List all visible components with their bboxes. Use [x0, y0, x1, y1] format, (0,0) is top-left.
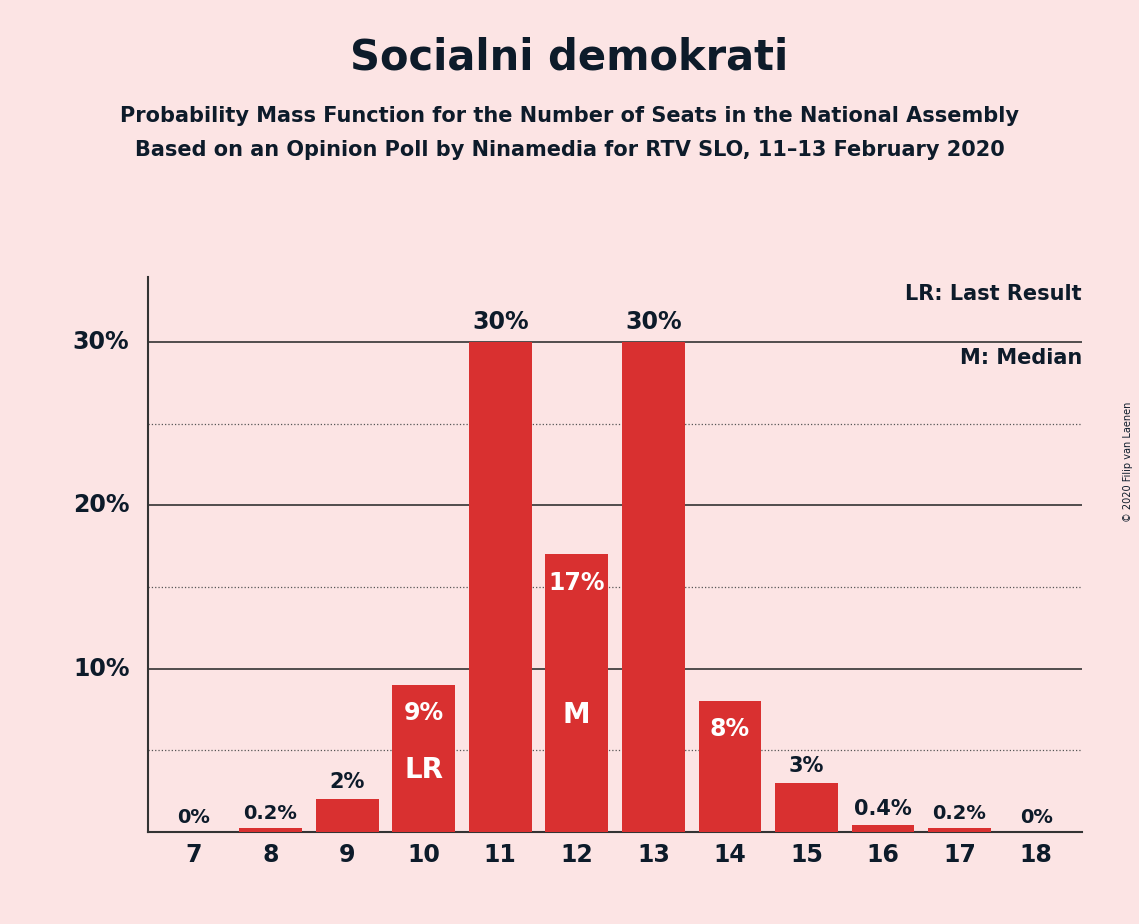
- Text: 3%: 3%: [789, 756, 825, 776]
- Bar: [469, 343, 532, 832]
- Bar: [622, 343, 685, 832]
- Text: 2%: 2%: [329, 772, 364, 793]
- Text: 30%: 30%: [625, 310, 681, 334]
- Text: Socialni demokrati: Socialni demokrati: [351, 37, 788, 79]
- Bar: [852, 825, 915, 832]
- Text: 0.2%: 0.2%: [244, 805, 297, 823]
- Text: Based on an Opinion Poll by Ninamedia for RTV SLO, 11–13 February 2020: Based on an Opinion Poll by Ninamedia fo…: [134, 140, 1005, 161]
- Text: 0.2%: 0.2%: [933, 805, 986, 823]
- Text: 17%: 17%: [549, 571, 605, 595]
- Bar: [698, 701, 761, 832]
- Text: 0%: 0%: [178, 808, 211, 827]
- Text: Probability Mass Function for the Number of Seats in the National Assembly: Probability Mass Function for the Number…: [120, 106, 1019, 127]
- Text: © 2020 Filip van Laenen: © 2020 Filip van Laenen: [1123, 402, 1133, 522]
- Text: 10%: 10%: [73, 657, 130, 681]
- Bar: [239, 828, 302, 832]
- Text: 20%: 20%: [73, 493, 130, 517]
- Text: 0.4%: 0.4%: [854, 798, 912, 819]
- Bar: [928, 828, 991, 832]
- Bar: [775, 783, 838, 832]
- Text: LR: Last Result: LR: Last Result: [906, 284, 1082, 304]
- Text: 9%: 9%: [403, 701, 444, 725]
- Text: 8%: 8%: [710, 717, 749, 741]
- Text: 30%: 30%: [73, 331, 130, 355]
- Text: LR: LR: [404, 756, 443, 784]
- Text: M: M: [563, 701, 591, 729]
- Text: 30%: 30%: [472, 310, 528, 334]
- Text: M: Median: M: Median: [960, 348, 1082, 368]
- Bar: [392, 685, 456, 832]
- Bar: [316, 799, 378, 832]
- Text: 0%: 0%: [1019, 808, 1052, 827]
- Bar: [546, 554, 608, 832]
